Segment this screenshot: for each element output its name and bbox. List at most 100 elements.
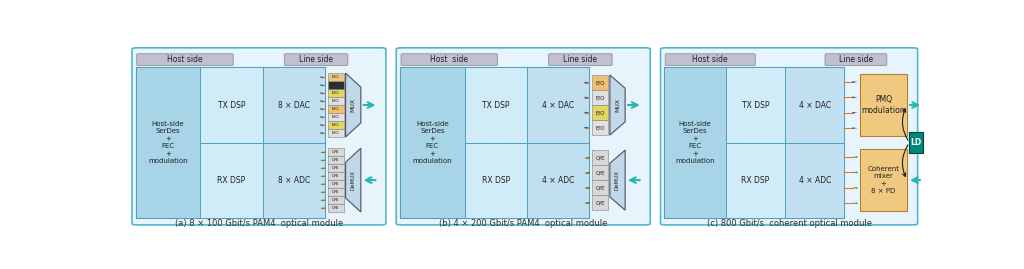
Text: E/O: E/O <box>332 107 340 111</box>
Bar <box>527 143 590 218</box>
Polygon shape <box>321 160 325 161</box>
Polygon shape <box>321 84 325 86</box>
Polygon shape <box>852 112 857 114</box>
Polygon shape <box>321 168 325 169</box>
Bar <box>328 97 344 105</box>
Polygon shape <box>852 97 857 98</box>
Bar <box>328 89 344 97</box>
Polygon shape <box>585 172 590 174</box>
Text: TX DSP: TX DSP <box>218 101 245 109</box>
Bar <box>328 204 344 212</box>
Bar <box>465 143 527 218</box>
Polygon shape <box>585 82 590 83</box>
Bar <box>592 120 608 135</box>
Polygon shape <box>321 100 325 102</box>
Bar <box>592 105 608 120</box>
Text: (b) 4 × 200 Gbit/s PAM4  optical module: (b) 4 × 200 Gbit/s PAM4 optical module <box>439 219 607 228</box>
Bar <box>592 195 608 210</box>
Text: O/E: O/E <box>332 174 340 178</box>
Polygon shape <box>321 192 325 193</box>
Text: O/E: O/E <box>332 182 340 186</box>
Text: DeMUX: DeMUX <box>351 170 355 190</box>
Bar <box>328 172 344 180</box>
Text: Line side: Line side <box>839 55 873 64</box>
FancyBboxPatch shape <box>660 48 918 225</box>
Polygon shape <box>321 116 325 118</box>
Text: E/O: E/O <box>332 131 340 135</box>
FancyBboxPatch shape <box>132 48 386 225</box>
Text: 4 × DAC: 4 × DAC <box>799 101 830 109</box>
Polygon shape <box>852 127 857 129</box>
Text: 8 × ADC: 8 × ADC <box>278 176 310 185</box>
Bar <box>785 68 845 143</box>
FancyBboxPatch shape <box>401 54 498 65</box>
Bar <box>136 68 326 218</box>
Polygon shape <box>321 132 325 134</box>
Text: MUX: MUX <box>351 98 355 112</box>
Text: Line side: Line side <box>563 55 597 64</box>
Bar <box>665 68 726 218</box>
Bar <box>328 156 344 164</box>
Text: E/O: E/O <box>332 83 340 87</box>
Bar <box>592 165 608 180</box>
Bar <box>328 73 344 81</box>
Bar <box>400 68 465 218</box>
Text: Host  side: Host side <box>430 55 468 64</box>
Polygon shape <box>852 81 857 83</box>
Bar <box>592 180 608 195</box>
Polygon shape <box>852 172 857 173</box>
Text: Host-side
SerDes
+
FEC
+
modulation: Host-side SerDes + FEC + modulation <box>675 121 715 164</box>
Text: (a) 8 × 100 Gbit/s PAM4  optical module: (a) 8 × 100 Gbit/s PAM4 optical module <box>175 219 343 228</box>
Text: Coherent
mixer
+
8 × PD: Coherent mixer + 8 × PD <box>867 166 899 194</box>
FancyBboxPatch shape <box>666 54 756 65</box>
Text: O/E: O/E <box>332 198 340 202</box>
Text: O/E: O/E <box>332 190 340 194</box>
Polygon shape <box>346 73 360 137</box>
Text: E/O: E/O <box>332 75 340 79</box>
Polygon shape <box>610 75 625 135</box>
Text: E/O: E/O <box>332 123 340 127</box>
FancyBboxPatch shape <box>549 54 612 65</box>
Text: DeMUX: DeMUX <box>615 170 620 190</box>
Text: E/O: E/O <box>332 91 340 95</box>
Text: RX DSP: RX DSP <box>217 176 246 185</box>
Polygon shape <box>852 187 857 189</box>
Text: O/E: O/E <box>595 170 605 175</box>
Polygon shape <box>321 175 325 177</box>
Bar <box>263 143 326 218</box>
FancyBboxPatch shape <box>285 54 348 65</box>
FancyBboxPatch shape <box>825 54 887 65</box>
Bar <box>726 143 785 218</box>
Bar <box>859 74 907 136</box>
Text: O/E: O/E <box>332 206 340 210</box>
Polygon shape <box>321 92 325 94</box>
Bar <box>592 150 608 165</box>
Text: E/O: E/O <box>332 99 340 103</box>
Text: PMQ
modulation: PMQ modulation <box>861 95 905 115</box>
Bar <box>400 68 590 218</box>
Polygon shape <box>852 202 857 204</box>
Polygon shape <box>321 151 325 153</box>
Text: O/E: O/E <box>332 166 340 170</box>
Bar <box>465 68 527 143</box>
Text: RX DSP: RX DSP <box>741 176 769 185</box>
Polygon shape <box>585 97 590 98</box>
Polygon shape <box>585 187 590 188</box>
Polygon shape <box>346 148 360 212</box>
Bar <box>592 75 608 90</box>
Bar <box>328 180 344 188</box>
Bar <box>201 68 263 143</box>
Polygon shape <box>321 183 325 185</box>
Text: E/O: E/O <box>595 125 605 130</box>
Bar <box>328 105 344 113</box>
Bar <box>263 68 326 143</box>
Text: (c) 800 Gbit/s  coherent optical module: (c) 800 Gbit/s coherent optical module <box>707 219 871 228</box>
Bar <box>328 113 344 121</box>
Text: TX DSP: TX DSP <box>741 101 769 109</box>
Polygon shape <box>585 202 590 203</box>
Polygon shape <box>321 199 325 201</box>
Polygon shape <box>610 150 625 210</box>
Text: Host-side
SerDes
+
FEC
+
modulation: Host-side SerDes + FEC + modulation <box>413 121 453 164</box>
Text: MUX: MUX <box>615 98 620 112</box>
Bar <box>527 68 590 143</box>
